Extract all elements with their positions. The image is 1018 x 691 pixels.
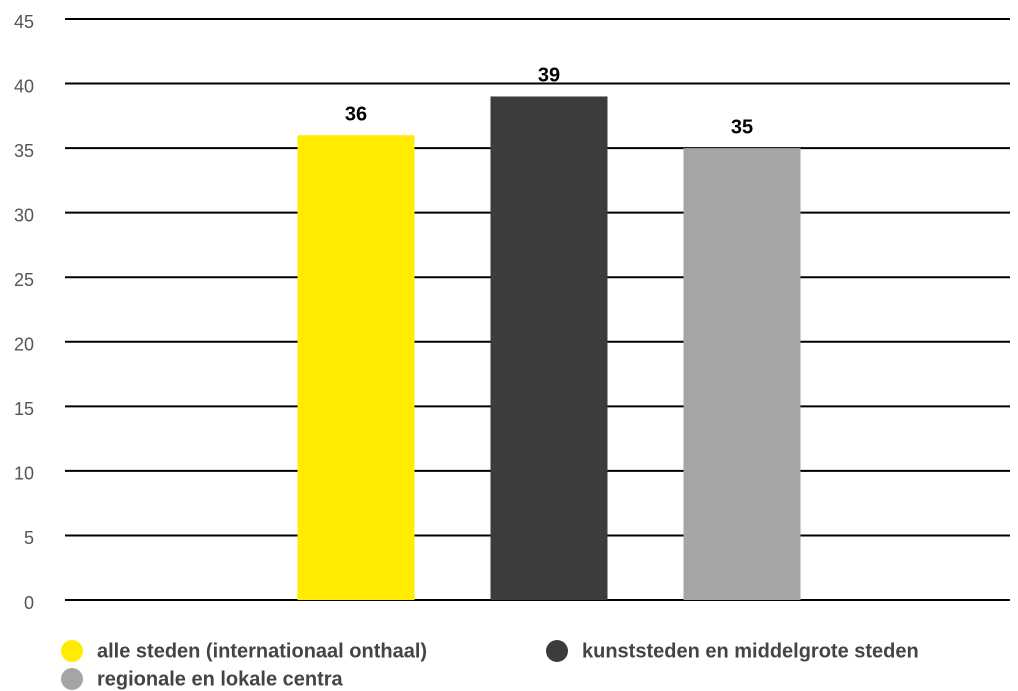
y-tick-label: 40 xyxy=(14,76,34,96)
y-tick-label: 10 xyxy=(14,464,34,484)
data-label: 36 xyxy=(345,103,367,125)
legend-label: kunststeden en middelgrote steden xyxy=(582,640,919,662)
y-tick-label: 15 xyxy=(14,399,34,419)
y-tick-label: 20 xyxy=(14,335,34,355)
bar xyxy=(490,96,608,600)
bar xyxy=(683,148,801,600)
legend-label: alle steden (internationaal onthaal) xyxy=(97,640,427,662)
y-tick-label: 45 xyxy=(14,12,34,32)
y-tick-label: 0 xyxy=(24,593,34,613)
data-label: 35 xyxy=(731,116,753,138)
y-tick-label: 25 xyxy=(14,270,34,290)
legend-swatch xyxy=(546,640,568,662)
legend-swatch xyxy=(61,668,83,690)
legend-label: regionale en lokale centra xyxy=(97,668,344,690)
bar xyxy=(297,135,415,600)
y-tick-label: 5 xyxy=(24,528,34,548)
legend-swatch xyxy=(61,640,83,662)
data-label: 39 xyxy=(538,65,560,87)
y-tick-label: 35 xyxy=(14,141,34,161)
y-tick-label: 30 xyxy=(14,205,34,225)
